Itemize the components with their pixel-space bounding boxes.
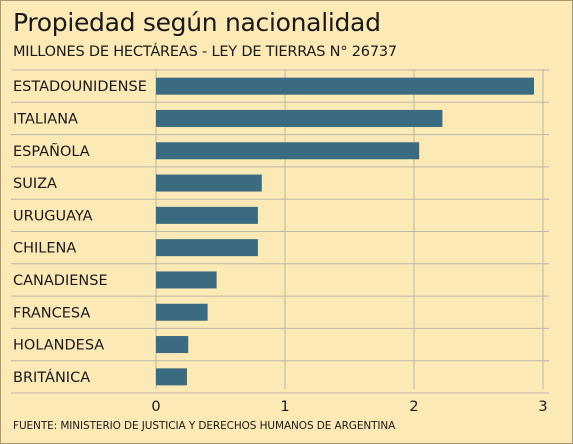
bar <box>156 77 534 95</box>
category-label: CANADIENSE <box>13 273 108 289</box>
bar <box>156 239 258 257</box>
category-label: ITALIANA <box>13 111 78 127</box>
chart-title: Propiedad según nacionalidad <box>13 8 381 37</box>
x-tick-label: 1 <box>280 399 289 415</box>
bar <box>156 109 443 127</box>
bar <box>156 142 420 160</box>
source-note: FUENTE: MINISTERIO DE JUSTICIA Y DERECHO… <box>13 420 396 432</box>
category-label: SUIZA <box>13 176 57 192</box>
x-tick-label: 0 <box>151 399 160 415</box>
bar <box>156 368 187 386</box>
category-label: ESPAÑOLA <box>13 143 90 160</box>
x-tick-label: 3 <box>538 399 547 415</box>
category-label: CHILENA <box>13 241 76 257</box>
x-tick-label: 2 <box>409 399 418 415</box>
bar <box>156 303 208 321</box>
category-label: BRITÁNICA <box>13 369 90 386</box>
category-label: URUGUAYA <box>13 208 93 224</box>
bar <box>156 206 258 224</box>
category-label: FRANCESA <box>13 305 90 321</box>
chart-subtitle: MILLONES DE HECTÁREAS - LEY DE TIERRAS N… <box>13 44 397 60</box>
bar <box>156 336 189 354</box>
bar <box>156 174 262 192</box>
category-label: ESTADOUNIDENSE <box>13 79 147 95</box>
category-label: HOLANDESA <box>13 338 104 354</box>
bar <box>156 271 217 289</box>
